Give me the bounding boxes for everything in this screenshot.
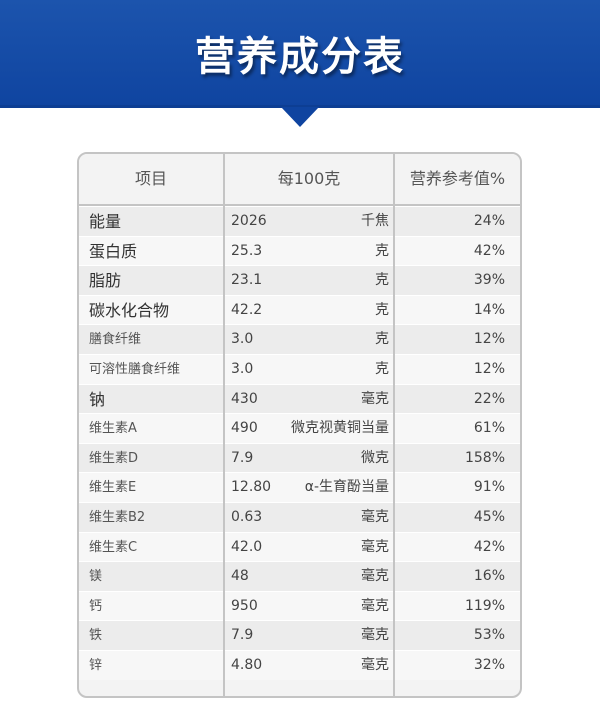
table-row: 脂肪 23.1 克 39% [79, 265, 520, 295]
table-row: 蛋白质 25.3 克 42% [79, 235, 520, 266]
table-row: 维生素E 12.80 α-生育酚当量 91% [79, 472, 520, 502]
nutrient-value: 48 [231, 568, 249, 585]
nutrient-unit: 毫克 [361, 627, 389, 644]
nutrient-value: 7.9 [231, 449, 254, 466]
nutrient-nrv: 12% [473, 331, 505, 348]
table-row: 能量 2026 千焦 24% [79, 206, 520, 236]
nutrient-value: 0.63 [231, 508, 263, 525]
nutrient-unit: 毫克 [361, 597, 389, 614]
nutrient-name: 膳食纤维 [89, 332, 142, 348]
title-banner: 营养成分表 [0, 0, 600, 108]
header-nrv: 营养参考值% [409, 169, 506, 188]
nutrient-unit: 克 [375, 272, 389, 289]
nutrient-name: 蛋白质 [89, 241, 138, 261]
nutrient-unit: 毫克 [361, 538, 389, 555]
nutrition-table: 项目 每100克 营养参考值% 能量 2026 千焦 24% 蛋白质 25.3 克 42% 脂肪… [77, 152, 522, 698]
table-row: 可溶性膳食纤维 3.0 克 12% [79, 353, 520, 384]
nutrient-nrv: 42% [473, 538, 505, 555]
nutrient-value: 12.80 [231, 479, 272, 496]
banner-notch [281, 107, 319, 127]
table-row: 铁 7.9 毫克 53% [79, 620, 520, 650]
nutrient-nrv: 12% [473, 360, 505, 377]
nutrient-value: 490 [231, 420, 258, 437]
table-header: 项目 每100克 营养参考值% [79, 154, 520, 206]
nutrient-value: 25.3 [231, 242, 263, 259]
table-row: 维生素D 7.9 微克 158% [79, 442, 520, 473]
column-divider [223, 154, 225, 696]
nutrient-value: 950 [231, 597, 258, 614]
nutrient-value: 3.0 [231, 360, 254, 377]
nutrient-nrv: 53% [473, 627, 505, 644]
nutrient-unit: 毫克 [361, 508, 389, 525]
nutrient-nrv: 16% [473, 568, 505, 585]
nutrient-unit: 毫克 [361, 656, 389, 673]
nutrient-name: 维生素A [89, 421, 137, 437]
nutrient-value: 42.2 [231, 301, 263, 318]
nutrient-name: 钙 [89, 598, 103, 614]
nutrient-nrv: 119% [464, 597, 505, 614]
nutrient-unit: 千焦 [361, 213, 389, 229]
nutrient-unit: 克 [375, 360, 389, 377]
nutrient-unit: 毫克 [361, 568, 389, 585]
table-row: 锌 4.80 毫克 32% [79, 649, 520, 680]
nutrient-nrv: 91% [473, 479, 505, 496]
table-row: 维生素C 42.0 毫克 42% [79, 531, 520, 562]
nutrient-name: 维生素E [89, 480, 137, 496]
nutrient-unit: 微克 [361, 449, 389, 466]
nutrient-value: 23.1 [231, 272, 263, 289]
table-body: 能量 2026 千焦 24% 蛋白质 25.3 克 42% 脂肪 23.1 克 39% 碳水化合物 42.… [79, 206, 520, 680]
nutrient-nrv: 24% [473, 213, 505, 229]
nutrient-value: 2026 [231, 213, 267, 229]
table-row: 膳食纤维 3.0 克 12% [79, 324, 520, 354]
nutrient-value: 4.80 [231, 656, 263, 673]
nutrient-name: 锌 [89, 657, 103, 673]
nutrient-unit: 克 [375, 301, 389, 318]
nutrient-unit: 微克视黄铜当量 [291, 420, 389, 437]
nutrient-nrv: 14% [473, 301, 505, 318]
page-title: 营养成分表 [195, 34, 405, 80]
nutrient-name: 维生素C [89, 539, 138, 555]
nutrient-nrv: 158% [464, 449, 505, 466]
nutrient-name: 钠 [89, 389, 106, 409]
nutrient-nrv: 42% [473, 242, 505, 259]
nutrient-nrv: 39% [473, 272, 505, 289]
table-row: 维生素B2 0.63 毫克 45% [79, 501, 520, 532]
nutrient-name: 脂肪 [89, 271, 122, 291]
table-row: 钙 950 毫克 119% [79, 590, 520, 621]
nutrient-unit: 克 [375, 242, 389, 259]
nutrient-name: 镁 [89, 569, 103, 585]
header-per-100g: 每100克 [277, 169, 341, 188]
nutrient-name: 铁 [89, 628, 103, 644]
nutrient-nrv: 32% [473, 656, 505, 673]
nutrient-unit: 克 [375, 331, 389, 348]
nutrient-name: 能量 [89, 212, 122, 231]
header-item: 项目 [134, 169, 167, 188]
nutrient-name: 维生素D [89, 450, 139, 466]
nutrient-nrv: 22% [473, 390, 505, 407]
nutrient-nrv: 61% [473, 420, 505, 437]
table-row: 维生素A 490 微克视黄铜当量 61% [79, 413, 520, 443]
nutrient-name: 可溶性膳食纤维 [89, 361, 181, 377]
nutrient-unit: 毫克 [361, 390, 389, 407]
nutrient-name: 碳水化合物 [89, 300, 170, 320]
nutrient-value: 7.9 [231, 627, 254, 644]
table-row: 碳水化合物 42.2 克 14% [79, 294, 520, 325]
nutrient-value: 3.0 [231, 331, 254, 348]
nutrient-value: 42.0 [231, 538, 263, 555]
column-divider [393, 154, 395, 696]
nutrient-name: 维生素B2 [89, 509, 146, 525]
nutrient-unit: α-生育酚当量 [304, 479, 389, 496]
table-row: 镁 48 毫克 16% [79, 561, 520, 591]
table-row: 钠 430 毫克 22% [79, 383, 520, 414]
nutrient-value: 430 [231, 390, 258, 407]
nutrient-nrv: 45% [473, 508, 505, 525]
